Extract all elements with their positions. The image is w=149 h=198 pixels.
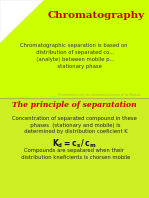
Text: Chromatography: Chromatography	[47, 10, 145, 19]
Polygon shape	[0, 0, 44, 43]
Text: $\mathbf{K_d = c_s\,/\,c_m}$: $\mathbf{K_d = c_s\,/\,c_m}$	[52, 137, 96, 149]
FancyBboxPatch shape	[0, 99, 149, 198]
Text: Compounds are sepatared when their
  distribution kneficients is chorsen mobile: Compounds are sepatared when their distr…	[18, 148, 130, 160]
Text: Chromatographic separation is based on
  distribution of separated co...
  (anal: Chromatographic separation is based on d…	[20, 43, 128, 69]
Text: Presentation is only for educational purposes of 1st Medical...: Presentation is only for educational pur…	[58, 93, 142, 97]
Text: The principle of separatation: The principle of separatation	[12, 101, 136, 109]
Text: Concentration of separated compound in these
  phases  (stationary and mobile) i: Concentration of separated compound in t…	[12, 116, 136, 134]
